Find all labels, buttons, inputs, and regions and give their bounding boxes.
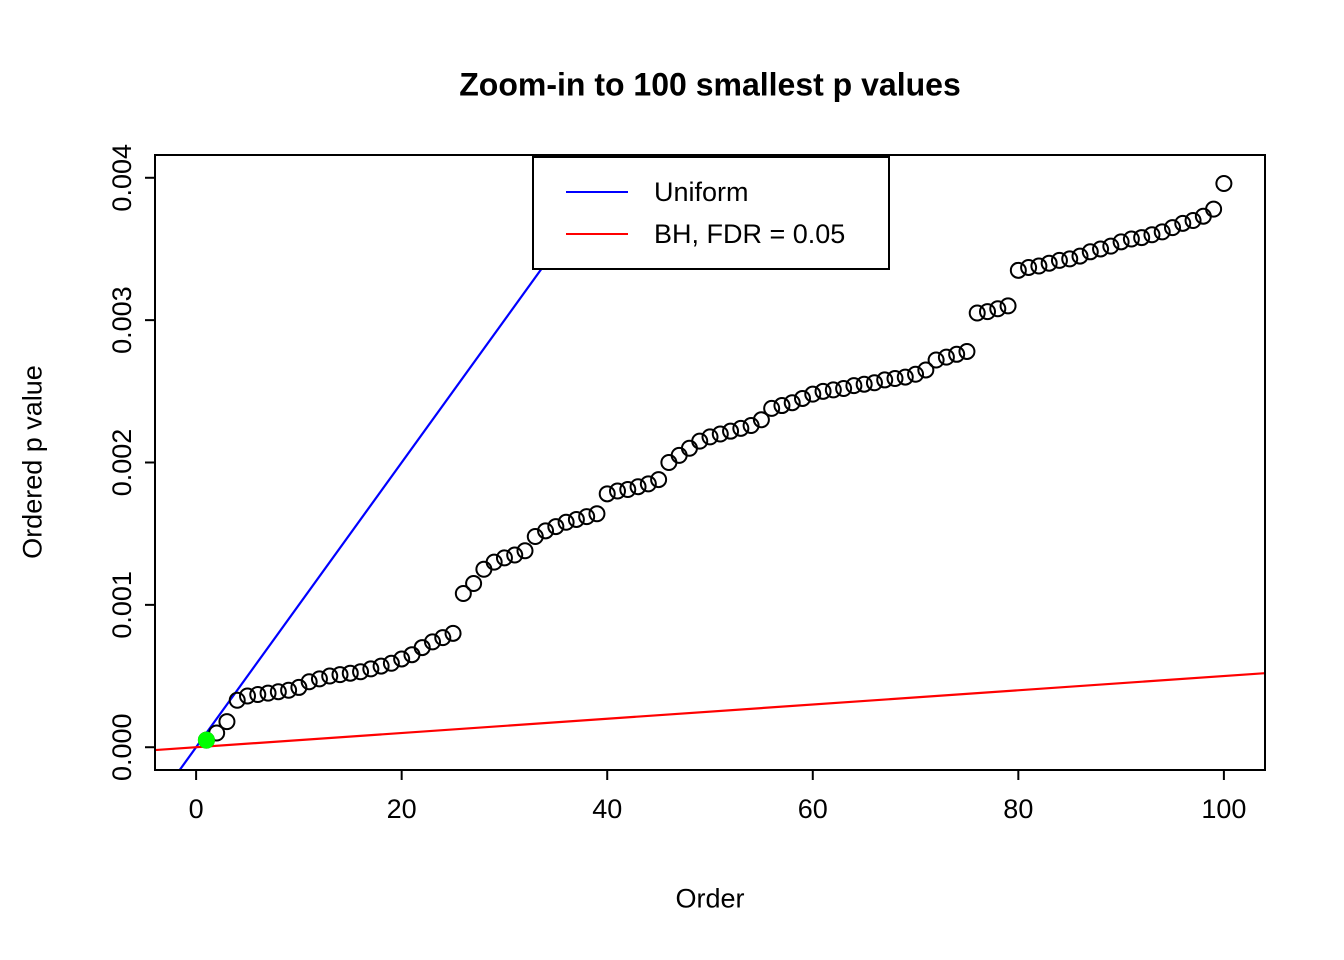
chart-title: Zoom-in to 100 smallest p values bbox=[459, 66, 961, 103]
svg-text:0.002: 0.002 bbox=[107, 429, 137, 497]
svg-text:100: 100 bbox=[1201, 794, 1246, 824]
svg-text:80: 80 bbox=[1003, 794, 1033, 824]
legend-label: BH, FDR = 0.05 bbox=[654, 218, 846, 249]
svg-text:0.000: 0.000 bbox=[107, 713, 137, 781]
legend-label: Uniform bbox=[654, 176, 749, 207]
legend-box: Uniform BH, FDR = 0.05 bbox=[532, 156, 890, 270]
legend-item-bh: BH, FDR = 0.05 bbox=[534, 213, 888, 255]
svg-text:0.004: 0.004 bbox=[107, 144, 137, 212]
svg-text:40: 40 bbox=[592, 794, 622, 824]
svg-text:20: 20 bbox=[387, 794, 417, 824]
svg-text:0.001: 0.001 bbox=[107, 571, 137, 639]
uniform-line-swatch bbox=[566, 191, 628, 193]
legend-item-uniform: Uniform bbox=[534, 171, 888, 213]
x-axis-title: Order bbox=[675, 883, 745, 914]
svg-text:60: 60 bbox=[798, 794, 828, 824]
svg-text:0: 0 bbox=[189, 794, 204, 824]
svg-text:0.003: 0.003 bbox=[107, 286, 137, 354]
bh-line-swatch bbox=[566, 233, 628, 235]
